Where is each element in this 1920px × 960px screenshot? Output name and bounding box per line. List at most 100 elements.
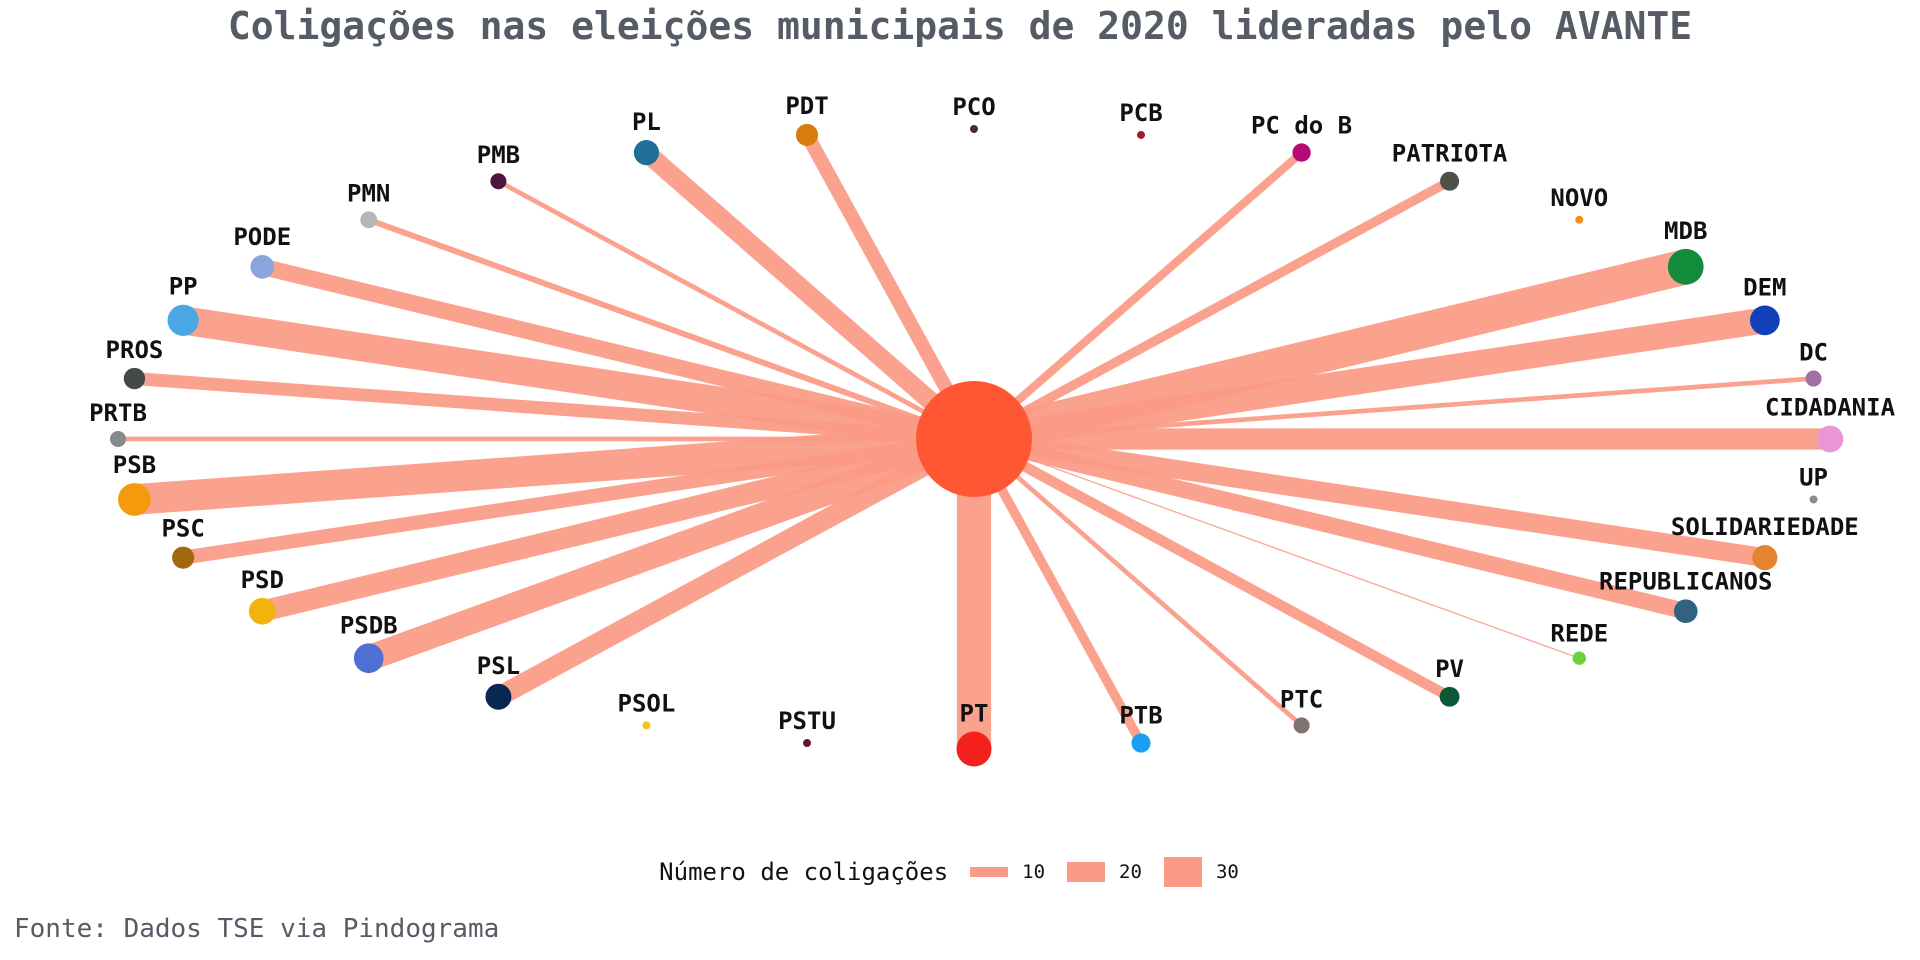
label-republicanos: REPUBLICANOS <box>1599 567 1772 595</box>
edge-pp <box>181 306 977 454</box>
label-solidariedade: SOLIDARIEDADE <box>1671 513 1859 541</box>
label-psol: PSOL <box>618 689 676 717</box>
node-pmb <box>490 173 507 190</box>
label-pv: PV <box>1435 655 1464 683</box>
label-mdb: MDB <box>1664 217 1707 245</box>
label-prtb: PRTB <box>89 399 147 427</box>
edge-republicanos <box>972 430 1688 620</box>
legend-item-20: 20 <box>1067 861 1142 883</box>
label-rede: REDE <box>1550 620 1608 648</box>
label-pros: PROS <box>106 336 164 364</box>
label-pt: PT <box>960 699 989 727</box>
edges-group <box>118 131 1830 749</box>
edge-patriota <box>971 177 1452 444</box>
node-pco <box>970 125 978 133</box>
legend: Número de coligações 10 20 30 <box>0 852 1920 892</box>
label-ptc: PTC <box>1280 685 1323 713</box>
chart-title: Coligações nas eleições municipais de 20… <box>227 4 1693 48</box>
legend-label-10: 10 <box>1022 861 1046 883</box>
node-psc <box>172 546 195 569</box>
label-pco: PCO <box>952 93 995 121</box>
edge-ptc <box>972 437 1304 728</box>
node-pdt <box>795 123 819 147</box>
node-republicanos <box>1673 599 1698 624</box>
source-note: Fonte: Dados TSE via Pindograma <box>14 914 500 944</box>
nodes-group <box>109 123 1844 767</box>
label-ptb: PTB <box>1119 702 1162 730</box>
label-pode: PODE <box>233 223 291 251</box>
node-dem <box>1749 305 1780 336</box>
node-ptc <box>1293 717 1310 734</box>
legend-label-20: 20 <box>1119 861 1142 883</box>
node-pc-do-b <box>1292 143 1311 162</box>
node-pros <box>123 367 146 390</box>
legend-item-30: 30 <box>1163 857 1239 887</box>
legend-title: Número de coligações <box>659 858 949 886</box>
label-psd: PSD <box>241 566 284 594</box>
label-up: UP <box>1799 463 1828 491</box>
label-psb: PSB <box>113 451 156 479</box>
edge-rede <box>973 438 1580 659</box>
edge-solidariedade <box>972 429 1767 567</box>
edge-psdb <box>364 426 979 671</box>
node-pmn <box>360 211 378 229</box>
node-pp <box>167 304 199 336</box>
node-prtb <box>109 430 127 448</box>
label-patriota: PATRIOTA <box>1392 140 1508 168</box>
label-pl: PL <box>632 108 661 136</box>
node-psol <box>642 721 651 730</box>
center-group <box>916 381 1032 497</box>
node-rede <box>1572 651 1586 665</box>
label-psdb: PSDB <box>340 611 398 639</box>
center-node <box>916 381 1032 497</box>
node-cidadania <box>1816 425 1844 453</box>
edge-pmb <box>497 179 976 442</box>
node-up <box>1809 495 1818 504</box>
label-dc: DC <box>1799 339 1828 367</box>
node-mdb <box>1667 248 1704 285</box>
node-psb <box>118 483 151 516</box>
node-psl <box>485 683 512 710</box>
edge-pros <box>133 372 975 446</box>
legend-items: 10 20 30 <box>970 857 1261 887</box>
label-pdt: PDT <box>785 92 828 120</box>
node-pstu <box>803 739 812 748</box>
node-pode <box>250 254 275 279</box>
edge-pl <box>640 145 981 447</box>
node-psd <box>248 597 276 625</box>
label-pmb: PMB <box>477 141 520 169</box>
node-psdb <box>353 643 384 674</box>
edge-psc <box>182 431 976 565</box>
node-pl <box>633 140 660 166</box>
node-pt <box>956 731 992 767</box>
labels-group: PT PTB PTC PV REDE REPUBLICANOS SOLIDARIEDADE U… <box>89 92 1895 735</box>
label-cidadania: CIDADANIA <box>1765 394 1896 422</box>
label-pstu: PSTU <box>778 707 836 735</box>
node-dc <box>1805 370 1822 387</box>
legend-swatch-30 <box>1163 857 1202 887</box>
legend-swatch-10 <box>970 867 1009 877</box>
legend-swatch-20 <box>1067 862 1106 882</box>
label-pc-do-b: PC do B <box>1251 111 1352 139</box>
label-psc: PSC <box>161 515 204 543</box>
label-pmn: PMN <box>347 179 390 207</box>
node-pcb <box>1136 130 1145 139</box>
node-ptb <box>1131 733 1151 753</box>
edge-psb <box>133 423 976 515</box>
label-pcb: PCB <box>1119 99 1162 127</box>
edge-pmn <box>367 217 976 442</box>
label-novo: NOVO <box>1550 184 1608 212</box>
node-pv <box>1439 686 1460 707</box>
node-solidariedade <box>1752 545 1778 571</box>
edge-pc-do-b <box>971 149 1305 443</box>
edge-psl <box>493 430 979 706</box>
label-pp: PP <box>169 273 198 301</box>
node-patriota <box>1440 171 1460 191</box>
legend-label-30: 30 <box>1215 861 1239 883</box>
label-psl: PSL <box>477 652 520 680</box>
label-dem: DEM <box>1743 274 1786 302</box>
node-novo <box>1575 215 1584 224</box>
legend-item-10: 10 <box>970 861 1045 883</box>
edge-pv <box>971 434 1453 702</box>
